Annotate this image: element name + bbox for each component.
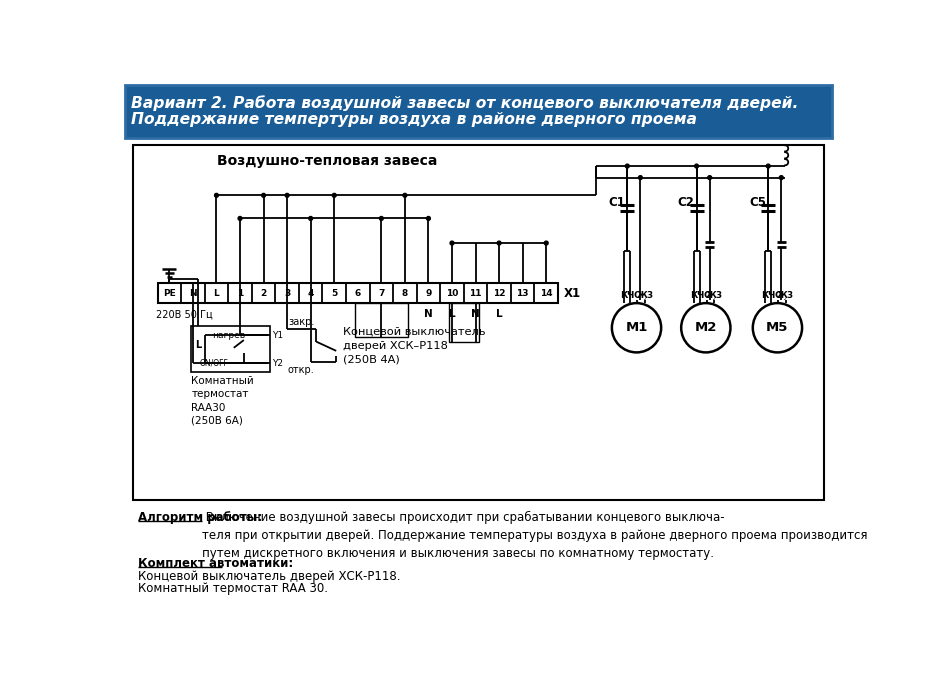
Text: 4: 4 <box>307 289 314 298</box>
Text: L: L <box>496 309 502 319</box>
Text: Концевой выключатель
дверей ХСК–Р118
(250В 4А): Концевой выключатель дверей ХСК–Р118 (25… <box>343 327 486 364</box>
Text: Комнатный термостат RAA 30.: Комнатный термостат RAA 30. <box>137 582 328 595</box>
Text: N: N <box>471 309 480 319</box>
Text: 3: 3 <box>284 289 290 298</box>
Text: Комплект автоматики:: Комплект автоматики: <box>137 557 293 570</box>
Text: С: С <box>703 291 710 300</box>
Text: PE: PE <box>163 289 176 298</box>
Text: Ч: Ч <box>768 291 775 300</box>
Text: C2: C2 <box>677 196 694 209</box>
Text: Воздушно-тепловая завеса: Воздушно-тепловая завеса <box>217 154 437 167</box>
Text: M5: M5 <box>766 321 788 334</box>
Text: Y1: Y1 <box>273 331 283 340</box>
Circle shape <box>708 176 712 180</box>
Text: Y2: Y2 <box>273 359 283 367</box>
Circle shape <box>427 216 431 220</box>
Text: 11: 11 <box>469 289 482 298</box>
Circle shape <box>497 241 501 245</box>
FancyBboxPatch shape <box>125 85 832 138</box>
Text: 9: 9 <box>425 289 432 298</box>
Circle shape <box>766 164 771 168</box>
Text: M1: M1 <box>626 321 647 334</box>
Text: 5: 5 <box>332 289 337 298</box>
Text: 2: 2 <box>261 289 267 298</box>
Circle shape <box>695 164 699 168</box>
Text: 220В 50 Гц: 220В 50 Гц <box>156 309 213 319</box>
Text: 8: 8 <box>402 289 408 298</box>
Text: M2: M2 <box>695 321 717 334</box>
Circle shape <box>753 303 802 353</box>
Text: L: L <box>214 289 219 298</box>
Text: Поддержание темпертуры воздуха в районе дверного проема: Поддержание темпертуры воздуха в районе … <box>132 112 698 127</box>
FancyBboxPatch shape <box>191 326 270 372</box>
FancyBboxPatch shape <box>158 283 558 303</box>
Text: нагрев: нагрев <box>212 331 245 340</box>
Text: Включение воздушной завесы происходит при срабатывании концевого выключа-
теля п: Включение воздушной завесы происходит пр… <box>203 511 868 560</box>
Circle shape <box>238 216 242 220</box>
Text: Концевой выключатель дверей ХСК-Р118.: Концевой выключатель дверей ХСК-Р118. <box>137 570 400 583</box>
Text: Алгоритм работы:: Алгоритм работы: <box>137 511 262 524</box>
Text: К: К <box>620 291 628 300</box>
Text: С: С <box>634 291 641 300</box>
Text: 7: 7 <box>378 289 385 298</box>
Text: Ж̗3: Ж̗3 <box>636 291 654 300</box>
Text: Ч: Ч <box>627 291 634 300</box>
Circle shape <box>626 164 630 168</box>
FancyBboxPatch shape <box>449 303 478 342</box>
Text: 12: 12 <box>493 289 505 298</box>
Text: L: L <box>448 309 455 319</box>
Text: 6: 6 <box>355 289 361 298</box>
FancyBboxPatch shape <box>133 144 825 500</box>
Text: 13: 13 <box>517 289 529 298</box>
Text: закр.: закр. <box>289 317 315 327</box>
FancyBboxPatch shape <box>355 303 408 337</box>
Circle shape <box>612 303 661 353</box>
Text: Ч: Ч <box>696 291 703 300</box>
Circle shape <box>545 241 548 245</box>
Text: К: К <box>690 291 697 300</box>
Circle shape <box>262 193 265 197</box>
Text: С: С <box>775 291 782 300</box>
Circle shape <box>403 193 407 197</box>
Text: Комнатный
термостат
RAA30
(250В 6А): Комнатный термостат RAA30 (250В 6А) <box>191 376 254 426</box>
Circle shape <box>333 193 336 197</box>
Circle shape <box>285 193 289 197</box>
Text: C1: C1 <box>608 196 625 209</box>
Text: N: N <box>424 309 432 319</box>
Text: L: L <box>195 340 202 350</box>
Text: 10: 10 <box>446 289 459 298</box>
Text: 1: 1 <box>237 289 243 298</box>
Text: Ж̗3: Ж̗3 <box>777 291 795 300</box>
Circle shape <box>779 176 784 180</box>
Circle shape <box>450 241 454 245</box>
Circle shape <box>681 303 730 353</box>
Text: Ж̗3: Ж̗3 <box>706 291 723 300</box>
Text: ON/OFF: ON/OFF <box>200 359 229 367</box>
Circle shape <box>379 216 383 220</box>
Text: К: К <box>761 291 769 300</box>
Text: C5: C5 <box>749 196 766 209</box>
Circle shape <box>215 193 219 197</box>
Text: откр.: откр. <box>288 365 315 375</box>
Circle shape <box>309 216 313 220</box>
Text: Вариант 2. Работа воздушной завесы от концевого выключателя дверей.: Вариант 2. Работа воздушной завесы от ко… <box>132 95 799 111</box>
Text: 14: 14 <box>540 289 553 298</box>
Text: X1: X1 <box>563 287 581 300</box>
Text: N: N <box>189 289 197 298</box>
Circle shape <box>639 176 643 180</box>
